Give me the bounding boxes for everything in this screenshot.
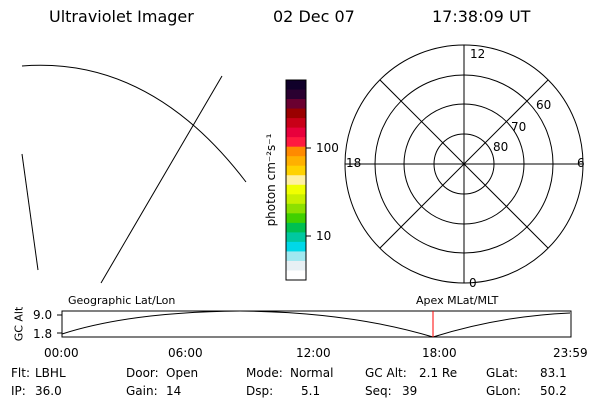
seq-label: Seq: [365, 384, 392, 398]
dsp-value: 5.1 [301, 384, 321, 398]
ip-label: IP: [11, 384, 26, 398]
dsp-label: Dsp: [246, 384, 274, 398]
colorbar-segment [286, 89, 306, 100]
colorbar-segment [286, 108, 306, 119]
polar-label-18: 18 [346, 156, 362, 170]
colorbar-segment [286, 137, 306, 148]
altitude-curve [61, 310, 571, 338]
colorbar [286, 80, 306, 281]
time-label: 17:38:09 UT [432, 7, 531, 26]
polar-label-0: 0 [469, 276, 477, 290]
colorbar-segment [286, 194, 306, 205]
colorbar-axis-label: photon cm⁻²s⁻¹ [264, 133, 278, 227]
colorbar-segment [286, 251, 306, 262]
door-label: Door: [126, 366, 159, 380]
colorbar-tick-100: 100 [316, 141, 339, 155]
door-value: Open [166, 366, 199, 380]
colorbar-segment [286, 203, 306, 214]
flt-value: LBHL [35, 366, 66, 380]
date-label: 02 Dec 07 [273, 7, 355, 26]
polar-lat-70: 70 [511, 120, 527, 134]
colorbar-segment [286, 175, 306, 186]
timeline-frame [61, 310, 572, 338]
x-tick-2359: 23:59 [553, 346, 588, 360]
mode-value: Normal [290, 366, 334, 380]
geographic-map [21, 64, 247, 284]
gcalt-label: GC Alt: [365, 366, 407, 380]
gcalt-value: 2.1 Re [419, 366, 458, 380]
instrument-title: Ultraviolet Imager [49, 7, 194, 26]
map-arc [21, 64, 247, 183]
colorbar-segment [286, 213, 306, 224]
polar-label-12: 12 [470, 47, 486, 61]
polar-lat-60: 60 [536, 98, 552, 112]
glat-label: GLat: [486, 366, 519, 380]
colorbar-segment [286, 118, 306, 129]
glat-value: 83.1 [540, 366, 567, 380]
colorbar-segment [286, 146, 306, 157]
colorbar-segment [286, 156, 306, 167]
polar-diagonal-2 [379, 79, 549, 249]
colorbar-frame [285, 79, 307, 281]
mode-label: Mode: [246, 366, 283, 380]
colorbar-segment [286, 80, 306, 91]
colorbar-segment [286, 222, 306, 233]
flt-label: Flt: [11, 366, 30, 380]
polar-grid [344, 44, 584, 284]
gain-label: Gain: [126, 384, 158, 398]
gain-value: 14 [166, 384, 182, 398]
ip-value: 36.0 [35, 384, 62, 398]
colorbar-segment [286, 232, 306, 243]
polar-label-6: 6 [577, 156, 585, 170]
map-diagonal-line [100, 75, 223, 284]
colorbar-segment [286, 260, 306, 271]
colorbar-ticks [306, 147, 311, 237]
polar-lat-80: 80 [493, 140, 509, 154]
colorbar-segment [286, 165, 306, 176]
colorbar-segment [286, 270, 306, 281]
x-tick-0600: 06:00 [168, 346, 203, 360]
colorbar-tick-10: 10 [316, 229, 332, 243]
glon-value: 50.2 [540, 384, 567, 398]
colorbar-segment [286, 99, 306, 110]
timeline-ylabel: GC Alt [12, 306, 26, 342]
map-left-line [21, 153, 39, 271]
timeline-ymax: 9.0 [33, 308, 53, 322]
geographic-caption: Geographic Lat/Lon [68, 294, 176, 307]
seq-value: 39 [402, 384, 418, 398]
colorbar-segment [286, 241, 306, 252]
x-tick-0000: 00:00 [44, 346, 79, 360]
x-tick-1800: 18:00 [422, 346, 457, 360]
colorbar-segment [286, 127, 306, 138]
x-tick-1200: 12:00 [296, 346, 331, 360]
colorbar-segment [286, 184, 306, 195]
glon-label: GLon: [486, 384, 521, 398]
apex-caption: Apex MLat/MLT [416, 294, 499, 307]
timeline-ticks [57, 314, 62, 334]
timeline-ymin: 1.8 [33, 327, 53, 341]
